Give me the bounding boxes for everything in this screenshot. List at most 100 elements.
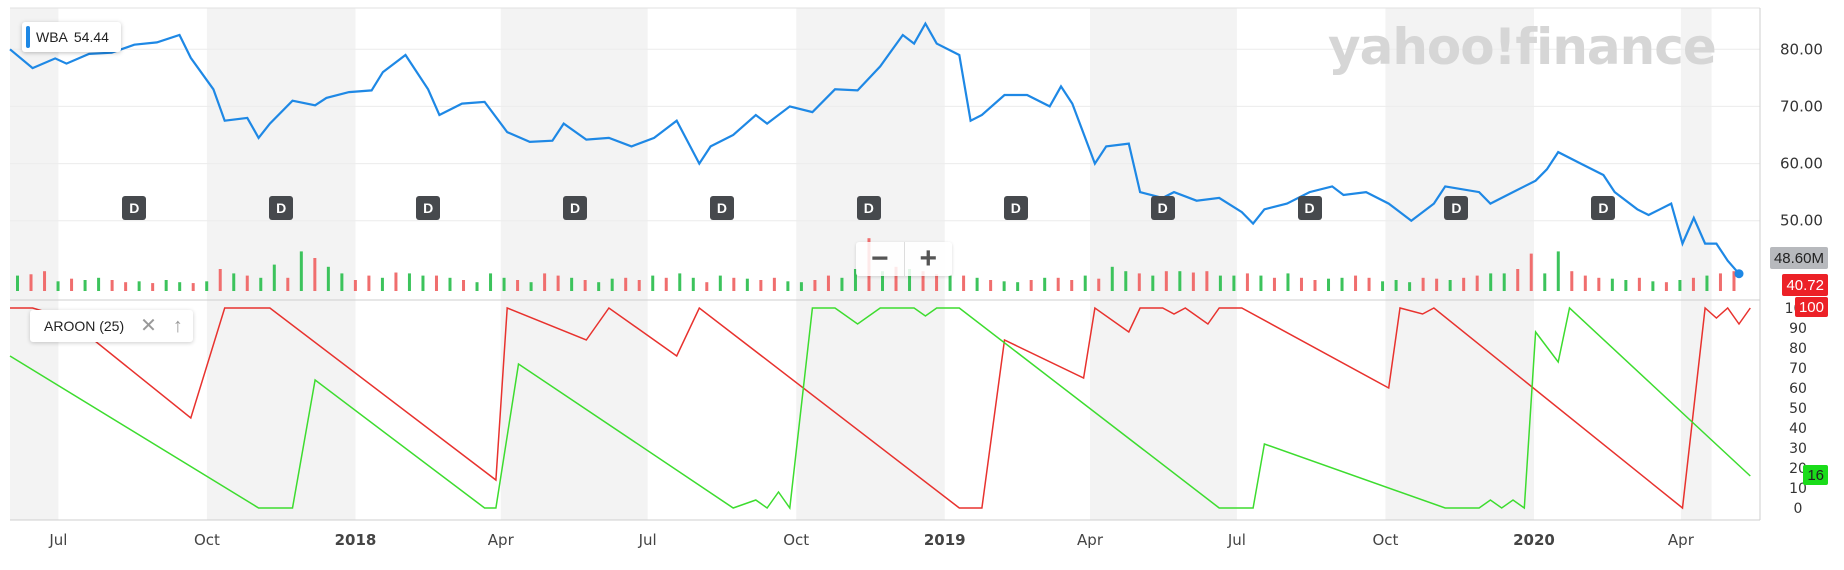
arrow-up-icon[interactable]: ↑: [172, 315, 183, 337]
volume-bar: [1597, 277, 1601, 291]
aroon-lines: [9, 306, 1751, 511]
dividend-marker[interactable]: D: [563, 196, 588, 220]
volume-bar: [434, 275, 438, 291]
volume-bar: [178, 282, 182, 291]
aroon-tick-label: 70: [1789, 361, 1807, 377]
price-tick-label: 60.00: [1780, 155, 1823, 173]
volume-bar: [137, 281, 141, 291]
volume-bar: [1732, 271, 1736, 291]
aroon-up-badge: 100: [1794, 297, 1828, 317]
volume-bar: [1381, 281, 1385, 291]
volume-bar: [1083, 275, 1087, 291]
volume-bar: [1502, 273, 1506, 291]
dividend-marker[interactable]: D: [1150, 196, 1175, 220]
dividend-marker[interactable]: D: [416, 196, 441, 220]
aroon-down-badge: 16: [1803, 465, 1828, 485]
symbol-label: WBA: [36, 29, 68, 45]
dividend-marker[interactable]: D: [856, 196, 881, 220]
x-tick-label: Oct: [194, 531, 220, 549]
volume-bar: [340, 273, 344, 291]
x-tick-label: 2019: [924, 531, 966, 549]
volume-bar: [908, 269, 912, 291]
symbol-legend[interactable]: WBA 54.44: [22, 22, 121, 52]
volume-bar: [16, 275, 19, 291]
volume-bar: [570, 277, 574, 291]
volume-bar: [83, 280, 87, 291]
volume-bar: [1367, 277, 1371, 291]
shaded-band: [1680, 8, 1712, 520]
volume-bar: [367, 275, 371, 291]
price-badge: 40.72: [1782, 274, 1828, 296]
volume-bar: [651, 275, 655, 291]
volume-bar: [1151, 275, 1155, 291]
volume-bar: [962, 275, 966, 291]
last-price-dot: [1734, 269, 1744, 279]
dividend-marker[interactable]: D: [709, 196, 734, 220]
volume-bar: [691, 277, 695, 291]
volume-bar: [813, 280, 817, 291]
volume-bar: [597, 282, 601, 291]
dividend-marker[interactable]: D: [1444, 196, 1469, 220]
x-tick-label: Apr: [1077, 531, 1104, 549]
x-axis: Jul Oct 2018 Apr Jul Oct 2019 Apr Jul Oct 2020 Apr: [48, 531, 1694, 549]
volume-bar: [110, 280, 114, 291]
volume-bar: [1340, 277, 1344, 291]
dividend-marker[interactable]: D: [1297, 196, 1322, 220]
volume-bar: [1110, 266, 1114, 291]
x-tick-label: Jul: [48, 531, 67, 549]
zoom-out-button[interactable]: −: [870, 242, 889, 275]
volume-bar: [732, 277, 736, 291]
shaded-band: [10, 8, 59, 520]
volume-bar: [1191, 272, 1195, 291]
volume-bar: [1232, 275, 1236, 291]
dividend-marker[interactable]: D: [122, 196, 147, 220]
volume-bar: [272, 264, 276, 291]
volume-bar: [975, 277, 979, 291]
volume-bar: [407, 273, 411, 291]
volume-bar: [43, 271, 47, 291]
volume-bar: [1286, 273, 1290, 291]
x-tick-label: Oct: [1372, 531, 1398, 549]
dividend-marker[interactable]: D: [1003, 196, 1028, 220]
aroon-legend: AROON (25) ✕ ↑: [30, 310, 193, 342]
zoom-in-button[interactable]: +: [903, 242, 953, 276]
volume-bar: [921, 271, 925, 291]
volume-bar: [286, 277, 290, 291]
volume-bar: [1529, 253, 1533, 291]
volume-bar: [1097, 278, 1101, 291]
x-tick-label: Jul: [638, 531, 657, 549]
volume-bar: [1475, 275, 1479, 291]
volume-bar: [1516, 269, 1520, 291]
indicator-label: AROON (25): [44, 318, 125, 334]
volume-bar: [502, 277, 506, 291]
volume-bar: [475, 282, 479, 291]
dividend-marker[interactable]: D: [269, 196, 294, 220]
aroon-tick-label: 20: [1789, 461, 1807, 477]
volume-bar: [948, 275, 952, 291]
volume-bar: [1327, 278, 1331, 291]
volume-bar: [299, 251, 303, 291]
close-icon[interactable]: ✕: [140, 315, 157, 337]
dividend-marker[interactable]: D: [1591, 196, 1616, 220]
volume-bar: [664, 277, 668, 291]
volume-bar: [637, 280, 641, 291]
volume-bar: [1637, 277, 1641, 291]
aroon-tick-label: 30: [1789, 441, 1807, 457]
volume-bar: [1394, 280, 1398, 291]
series-color-swatch: [26, 26, 30, 48]
volume-bar: [583, 280, 587, 291]
aroon-tick-label: 90: [1789, 321, 1807, 337]
volume-bar: [1408, 282, 1412, 291]
volume-bar: [1178, 271, 1182, 291]
volume-bar: [718, 275, 722, 291]
volume-bar: [1218, 275, 1222, 291]
volume-bar: [1016, 282, 1020, 291]
shaded-band: [1385, 8, 1534, 520]
volume-bar: [759, 280, 763, 291]
volume-bar: [56, 281, 60, 291]
volume-bar: [448, 277, 452, 291]
month-bands: [10, 8, 1712, 520]
volume-bar: [1421, 277, 1425, 291]
volume-bar: [1664, 282, 1668, 291]
